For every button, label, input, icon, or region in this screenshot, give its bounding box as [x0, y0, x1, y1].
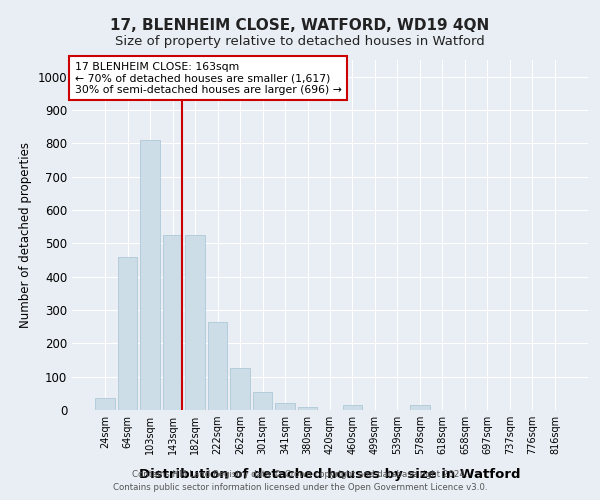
Text: 17 BLENHEIM CLOSE: 163sqm
← 70% of detached houses are smaller (1,617)
30% of se: 17 BLENHEIM CLOSE: 163sqm ← 70% of detac… — [74, 62, 341, 95]
Y-axis label: Number of detached properties: Number of detached properties — [19, 142, 32, 328]
Bar — [95, 398, 115, 410]
X-axis label: Distribution of detached houses by size in Watford: Distribution of detached houses by size … — [139, 468, 521, 481]
Bar — [185, 235, 205, 410]
Bar — [298, 406, 317, 410]
Text: Size of property relative to detached houses in Watford: Size of property relative to detached ho… — [115, 35, 485, 48]
Text: Contains HM Land Registry data © Crown copyright and database right 2024.
Contai: Contains HM Land Registry data © Crown c… — [113, 470, 487, 492]
Bar — [118, 256, 137, 410]
Text: 17, BLENHEIM CLOSE, WATFORD, WD19 4QN: 17, BLENHEIM CLOSE, WATFORD, WD19 4QN — [110, 18, 490, 32]
Bar — [410, 406, 430, 410]
Bar — [275, 404, 295, 410]
Bar — [230, 368, 250, 410]
Bar — [253, 392, 272, 410]
Bar — [140, 140, 160, 410]
Bar — [163, 235, 182, 410]
Bar — [208, 322, 227, 410]
Bar — [343, 406, 362, 410]
